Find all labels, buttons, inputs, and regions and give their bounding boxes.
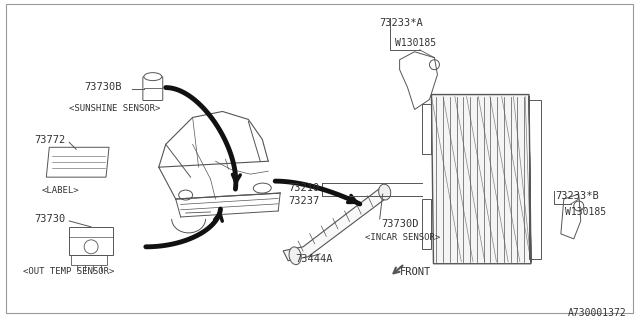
- Text: 73233*A: 73233*A: [380, 18, 424, 28]
- Text: FRONT: FRONT: [399, 267, 431, 277]
- Text: 73444A: 73444A: [295, 254, 333, 264]
- Text: 73730B: 73730B: [84, 82, 122, 92]
- Bar: [529, 100, 541, 259]
- Text: <SUNSHINE SENSOR>: <SUNSHINE SENSOR>: [69, 105, 161, 114]
- Text: 73730: 73730: [35, 214, 66, 224]
- Text: 73730D: 73730D: [381, 219, 419, 229]
- Ellipse shape: [289, 247, 301, 265]
- Text: 73237: 73237: [289, 196, 320, 206]
- Bar: [422, 199, 431, 249]
- Polygon shape: [283, 186, 388, 261]
- Text: 73210: 73210: [289, 183, 320, 193]
- Text: 73772: 73772: [35, 135, 66, 145]
- Text: <INCAR SENSOR>: <INCAR SENSOR>: [365, 233, 440, 242]
- Text: <LABEL>: <LABEL>: [42, 186, 79, 195]
- Bar: [422, 105, 431, 154]
- Text: W130185: W130185: [395, 38, 436, 48]
- Text: <OUT TEMP SENSOR>: <OUT TEMP SENSOR>: [24, 267, 115, 276]
- Ellipse shape: [144, 73, 162, 81]
- Text: 73233*B: 73233*B: [555, 191, 598, 201]
- Text: W130185: W130185: [565, 207, 606, 217]
- Text: A730001372: A730001372: [568, 308, 627, 317]
- Ellipse shape: [379, 184, 391, 200]
- Polygon shape: [431, 94, 531, 264]
